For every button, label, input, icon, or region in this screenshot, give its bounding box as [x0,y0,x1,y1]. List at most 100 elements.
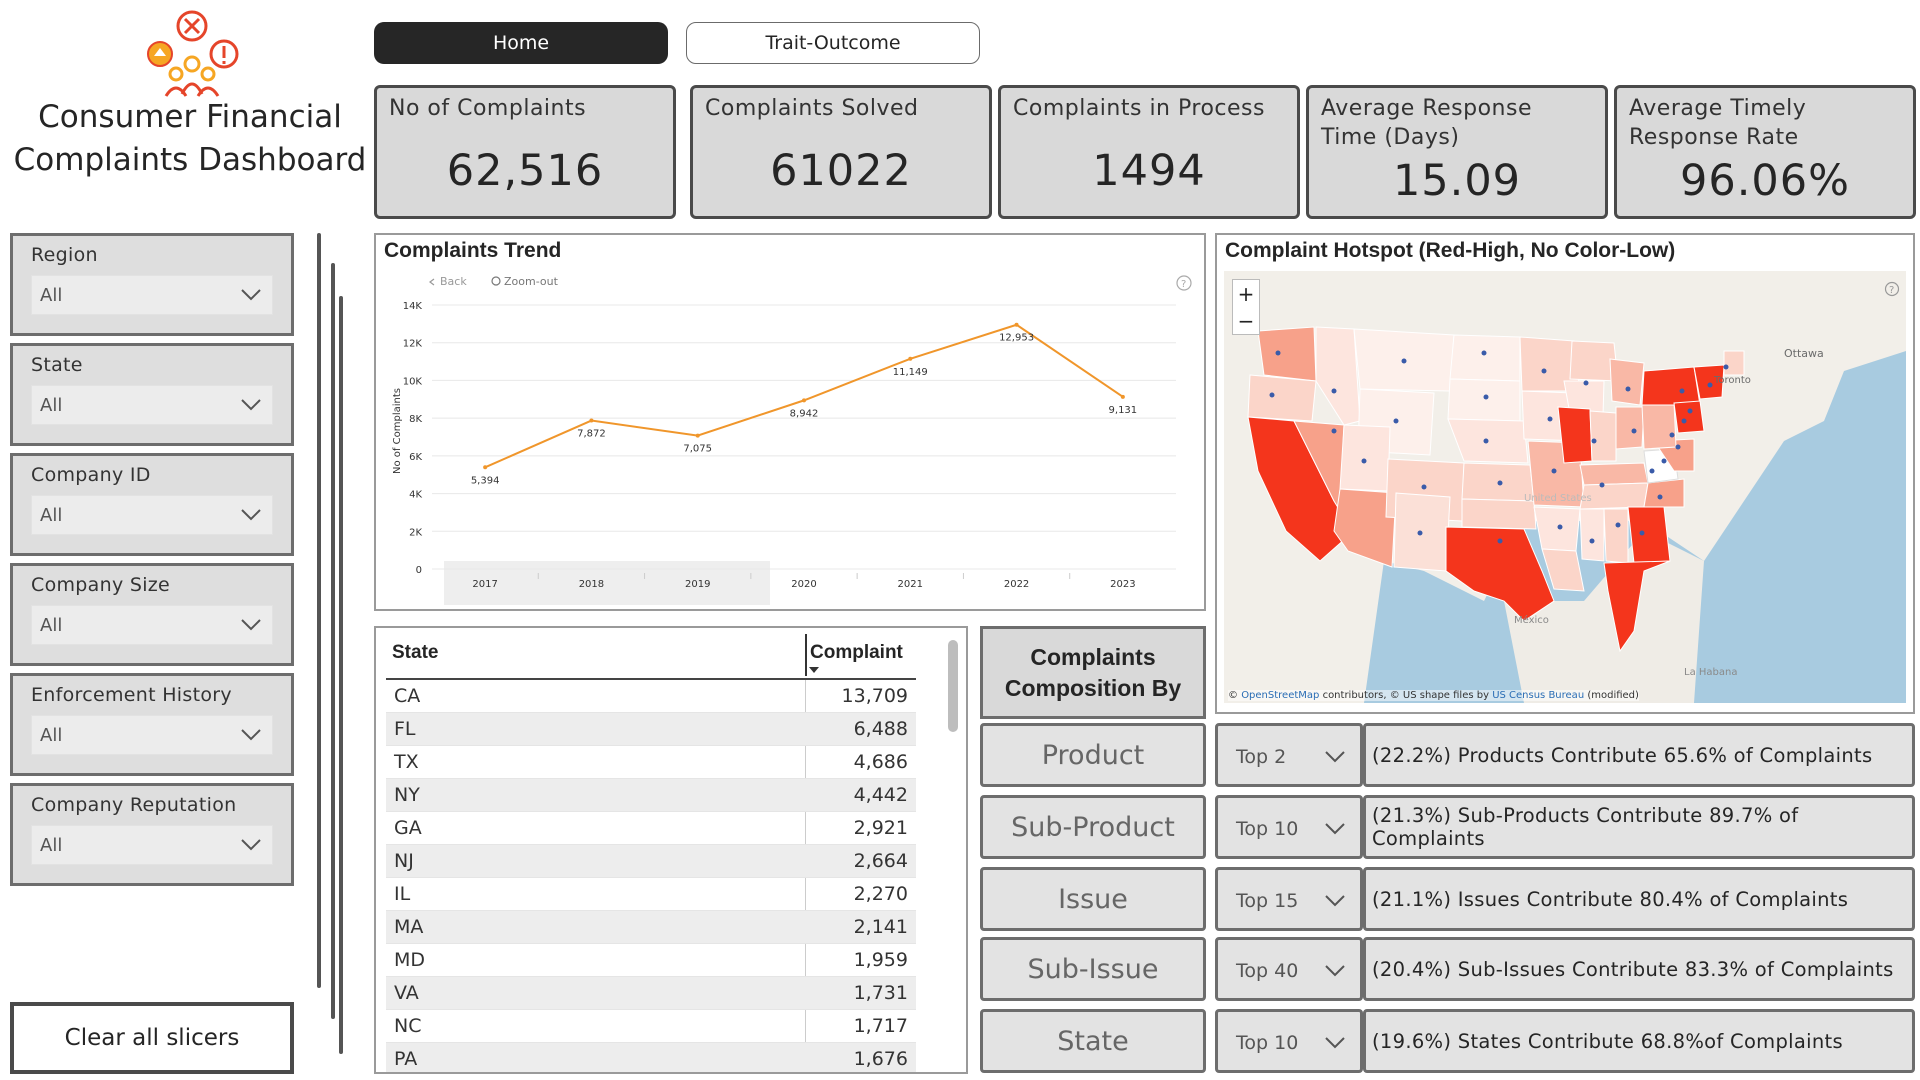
table-row[interactable]: CA 13,709 [386,680,916,713]
chevron-down-icon [241,729,261,741]
data-label: 8,942 [790,408,819,419]
kpi-value: 15.09 [1392,156,1522,206]
company-id-dropdown[interactable]: All [31,495,273,535]
table-row[interactable]: FL 6,488 [386,713,916,746]
map-title: Complaint Hotspot (Red-High, No Color-Lo… [1225,239,1676,262]
table-row[interactable]: NY 4,442 [386,779,916,812]
zoom-out-button[interactable]: Zoom-out [504,275,559,288]
slicer-label: Company ID [31,464,151,486]
enforcement-history-dropdown[interactable]: All [31,715,273,755]
help-icon[interactable] [1176,275,1192,291]
kpi-label: Complaints Solved [705,96,919,121]
x-tick-label: 2020 [791,579,816,590]
hotspot-map[interactable]: Ottawa Toronto México La Habana United S… [1224,271,1906,703]
slicer-label: Enforcement History [31,684,232,706]
back-button[interactable]: Back [440,275,467,288]
svg-text:México: México [1514,614,1549,626]
region-dropdown[interactable]: All [31,275,273,315]
chevron-down-icon [241,289,261,301]
table-row[interactable]: MA 2,141 [386,911,916,944]
sub-product-button[interactable]: Sub-Product [980,795,1206,859]
data-point[interactable] [589,418,594,423]
state-cell: MA [394,916,424,938]
svg-text:United States: United States [1524,493,1592,504]
slicer-label: Region [31,244,98,266]
complaints-trend-panel: Complaints Trend Back Zoom-out ? 0 2K 4K 6K… [374,233,1206,611]
zoom-in-button[interactable]: + [1237,281,1255,306]
column-header-state[interactable]: State [392,642,439,663]
state-button[interactable]: State [980,1009,1206,1073]
home-nav-button[interactable]: Home [374,22,668,64]
sub-issue-top-dropdown[interactable]: Top 40 [1215,937,1363,1001]
y-axis-label: No of Complaints [392,388,403,474]
map-zoom-control[interactable]: + − [1232,279,1260,335]
chevron-down-icon [1325,823,1345,835]
state-dropdown[interactable]: All [31,385,273,425]
column-header-complaint[interactable]: Complaint [810,642,903,663]
company-reputation-dropdown[interactable]: All [31,825,273,865]
state-cell: VA [394,982,419,1004]
table-row[interactable]: MD 1,959 [386,944,916,977]
slicer-company-id: Company ID All [10,453,294,556]
kpi-label: No of Complaints [389,96,587,121]
data-point[interactable] [1014,322,1019,327]
y-tick-label: 14K [403,301,423,312]
zoom-out-button[interactable]: − [1237,308,1255,333]
data-point[interactable] [802,398,806,403]
data-point[interactable] [483,465,488,470]
data-point[interactable] [1120,394,1125,399]
x-tick-label: 2017 [472,579,497,590]
data-label: 7,075 [683,444,712,455]
svg-text:Ottawa: Ottawa [1784,347,1824,360]
state-cell: NC [394,1015,422,1037]
table-scrollbar[interactable] [948,640,958,732]
dropdown-value: Top 15 [1236,890,1299,912]
series-line [483,322,1125,470]
slicer-region: Region All [10,233,294,336]
data-point[interactable] [695,433,700,438]
issue-button[interactable]: Issue [980,867,1206,931]
complaint-cell: 1,717 [853,1015,908,1037]
table-row[interactable]: IL 2,270 [386,878,916,911]
trait-outcome-nav-button[interactable]: Trait-Outcome [686,22,980,64]
data-point[interactable] [908,356,913,361]
slicer-company-size: Company Size All [10,563,294,666]
sort-desc-icon[interactable] [808,666,820,674]
state-top-dropdown[interactable]: Top 10 [1215,1009,1363,1073]
data-label: 9,131 [1109,405,1138,416]
sub-issue-button[interactable]: Sub-Issue [980,937,1206,1001]
complaint-cell: 13,709 [841,685,908,707]
complaints-line[interactable] [484,323,1124,469]
page-title: Consumer Financial Complaints Dashboard [13,99,367,178]
help-icon-glyph: ? [1181,279,1186,290]
slicer-label: Company Size [31,574,171,596]
data-label: 5,394 [471,475,500,486]
help-icon[interactable]: ? [1884,281,1900,297]
dropdown-value: All [40,394,63,416]
table-row[interactable]: PA 1,676 [386,1043,916,1072]
census-link[interactable]: US Census Bureau [1492,690,1585,701]
product-composition-text: (22.2%) Products Contribute 65.6% of Com… [1363,723,1915,787]
kpi-label: Average Response Time (Days) [1321,96,1532,150]
table-row[interactable]: NC 1,717 [386,1010,916,1043]
table-row[interactable]: NJ 2,664 [386,845,916,878]
kpi-card-in-process: Complaints in Process 1494 [998,85,1300,219]
table-row[interactable]: VA 1,731 [386,977,916,1010]
product-top-dropdown[interactable]: Top 2 [1215,723,1363,787]
slicer-label: Company Reputation [31,794,237,816]
company-size-dropdown[interactable]: All [31,605,273,645]
table-row[interactable]: TX 4,686 [386,746,916,779]
table-row[interactable]: GA 2,921 [386,812,916,845]
product-button[interactable]: Product [980,723,1206,787]
sub-product-top-dropdown[interactable]: Top 10 [1215,795,1363,859]
state-composition-text: (19.6%) States Contribute 68.8%of Compla… [1363,1009,1915,1073]
dropdown-value: All [40,284,63,306]
clear-slicers-button[interactable]: Clear all slicers [10,1002,294,1074]
x-tick-label: 2023 [1110,579,1135,590]
issue-top-dropdown[interactable]: Top 15 [1215,867,1363,931]
back-arrow-icon [429,278,435,286]
chevron-down-icon [241,839,261,851]
osm-link[interactable]: OpenStreetMap [1241,690,1320,701]
state-cell: NY [394,784,420,806]
column-divider [805,634,807,676]
